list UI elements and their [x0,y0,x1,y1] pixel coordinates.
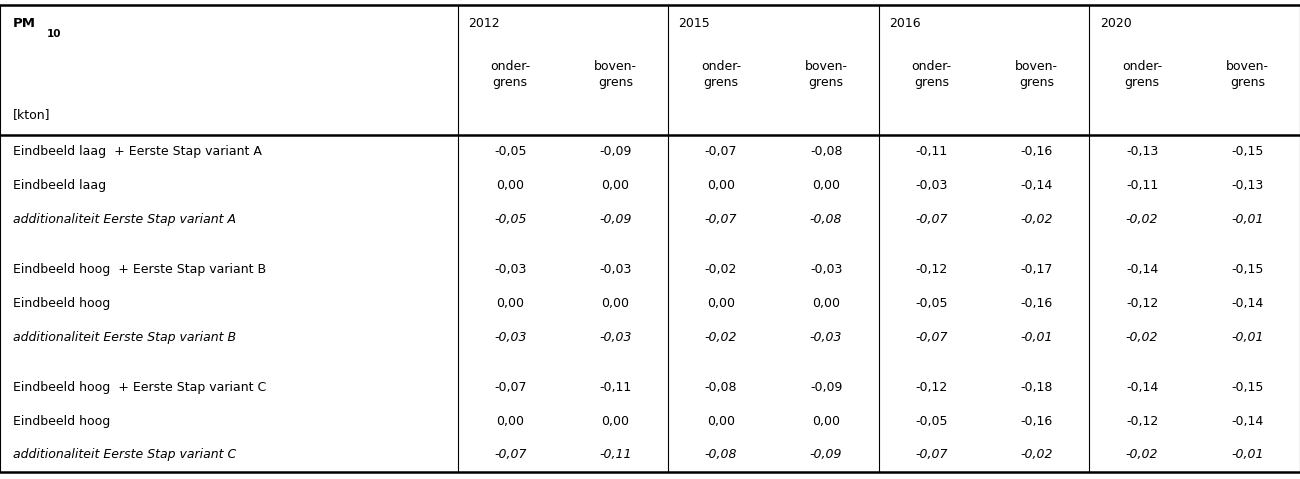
Text: -0,15: -0,15 [1231,263,1264,276]
Text: -0,14: -0,14 [1020,179,1053,192]
Text: 2012: 2012 [468,17,499,30]
Text: -0,13: -0,13 [1231,179,1264,192]
Text: -0,01: -0,01 [1231,448,1264,461]
Text: additionaliteit Eerste Stap variant A: additionaliteit Eerste Stap variant A [13,213,237,226]
Text: -0,09: -0,09 [810,448,842,461]
Text: 0,00: 0,00 [602,297,629,310]
Text: 0,00: 0,00 [602,415,629,428]
Text: -0,07: -0,07 [705,213,737,226]
Text: -0,14: -0,14 [1231,297,1264,310]
Text: -0,07: -0,07 [494,381,526,394]
Text: Eindbeeld hoog  + Eerste Stap variant B: Eindbeeld hoog + Eerste Stap variant B [13,263,266,276]
Text: -0,02: -0,02 [1020,213,1053,226]
Text: [kton]: [kton] [13,108,51,121]
Text: 0,00: 0,00 [497,179,524,192]
Text: -0,12: -0,12 [1126,297,1158,310]
Text: -0,03: -0,03 [915,179,948,192]
Text: -0,03: -0,03 [494,263,526,276]
Text: -0,15: -0,15 [1231,381,1264,394]
Text: -0,02: -0,02 [1126,331,1158,343]
Text: -0,01: -0,01 [1020,331,1053,343]
Text: -0,08: -0,08 [810,146,842,159]
Text: -0,09: -0,09 [810,381,842,394]
Text: boven-
grens: boven- grens [1015,60,1058,89]
Text: -0,05: -0,05 [494,146,526,159]
Text: -0,08: -0,08 [810,213,842,226]
Text: -0,11: -0,11 [599,381,632,394]
Text: 0,00: 0,00 [812,179,840,192]
Text: -0,03: -0,03 [810,331,842,343]
Text: boven-
grens: boven- grens [1226,60,1269,89]
Text: 0,00: 0,00 [707,297,734,310]
Text: -0,02: -0,02 [1126,448,1158,461]
Text: Eindbeeld hoog  + Eerste Stap variant C: Eindbeeld hoog + Eerste Stap variant C [13,381,266,394]
Text: -0,12: -0,12 [1126,415,1158,428]
Text: 0,00: 0,00 [812,415,840,428]
Text: -0,05: -0,05 [915,415,948,428]
Text: onder-
grens: onder- grens [490,60,530,89]
Text: -0,09: -0,09 [599,146,632,159]
Text: PM: PM [13,17,36,30]
Text: -0,07: -0,07 [915,213,948,226]
Text: -0,02: -0,02 [705,263,737,276]
Text: additionaliteit Eerste Stap variant B: additionaliteit Eerste Stap variant B [13,331,237,343]
Text: -0,09: -0,09 [599,213,632,226]
Text: -0,05: -0,05 [494,213,526,226]
Text: -0,03: -0,03 [599,331,632,343]
Text: -0,17: -0,17 [1020,263,1053,276]
Text: -0,12: -0,12 [915,263,948,276]
Text: Eindbeeld hoog: Eindbeeld hoog [13,297,111,310]
Text: boven-
grens: boven- grens [594,60,637,89]
Text: -0,02: -0,02 [1020,448,1053,461]
Text: Eindbeeld laag  + Eerste Stap variant A: Eindbeeld laag + Eerste Stap variant A [13,146,261,159]
Text: 0,00: 0,00 [602,179,629,192]
Text: -0,16: -0,16 [1020,297,1053,310]
Text: -0,15: -0,15 [1231,146,1264,159]
Text: -0,03: -0,03 [494,331,526,343]
Text: -0,07: -0,07 [915,331,948,343]
Text: -0,14: -0,14 [1231,415,1264,428]
Text: -0,02: -0,02 [705,331,737,343]
Text: -0,11: -0,11 [599,448,632,461]
Text: -0,16: -0,16 [1020,415,1053,428]
Text: -0,07: -0,07 [705,146,737,159]
Text: -0,02: -0,02 [1126,213,1158,226]
Text: -0,03: -0,03 [599,263,632,276]
Text: Eindbeeld laag: Eindbeeld laag [13,179,107,192]
Text: Eindbeeld hoog: Eindbeeld hoog [13,415,111,428]
Text: -0,05: -0,05 [915,297,948,310]
Text: 2020: 2020 [1100,17,1131,30]
Text: 10: 10 [47,29,61,39]
Text: -0,18: -0,18 [1020,381,1053,394]
Text: -0,12: -0,12 [915,381,948,394]
Text: boven-
grens: boven- grens [805,60,848,89]
Text: 2015: 2015 [679,17,710,30]
Text: additionaliteit Eerste Stap variant C: additionaliteit Eerste Stap variant C [13,448,237,461]
Text: -0,07: -0,07 [915,448,948,461]
Text: -0,03: -0,03 [810,263,842,276]
Text: onder-
grens: onder- grens [1122,60,1162,89]
Text: -0,01: -0,01 [1231,331,1264,343]
Text: onder-
grens: onder- grens [911,60,952,89]
Text: 0,00: 0,00 [497,415,524,428]
Text: -0,14: -0,14 [1126,263,1158,276]
Text: -0,13: -0,13 [1126,146,1158,159]
Text: onder-
grens: onder- grens [701,60,741,89]
Text: -0,07: -0,07 [494,448,526,461]
Text: 0,00: 0,00 [497,297,524,310]
Text: -0,08: -0,08 [705,381,737,394]
Text: 0,00: 0,00 [707,179,734,192]
Text: -0,11: -0,11 [1126,179,1158,192]
Text: -0,08: -0,08 [705,448,737,461]
Text: -0,16: -0,16 [1020,146,1053,159]
Text: 0,00: 0,00 [812,297,840,310]
Text: -0,11: -0,11 [915,146,948,159]
Text: -0,01: -0,01 [1231,213,1264,226]
Text: 2016: 2016 [889,17,920,30]
Text: -0,14: -0,14 [1126,381,1158,394]
Text: 0,00: 0,00 [707,415,734,428]
